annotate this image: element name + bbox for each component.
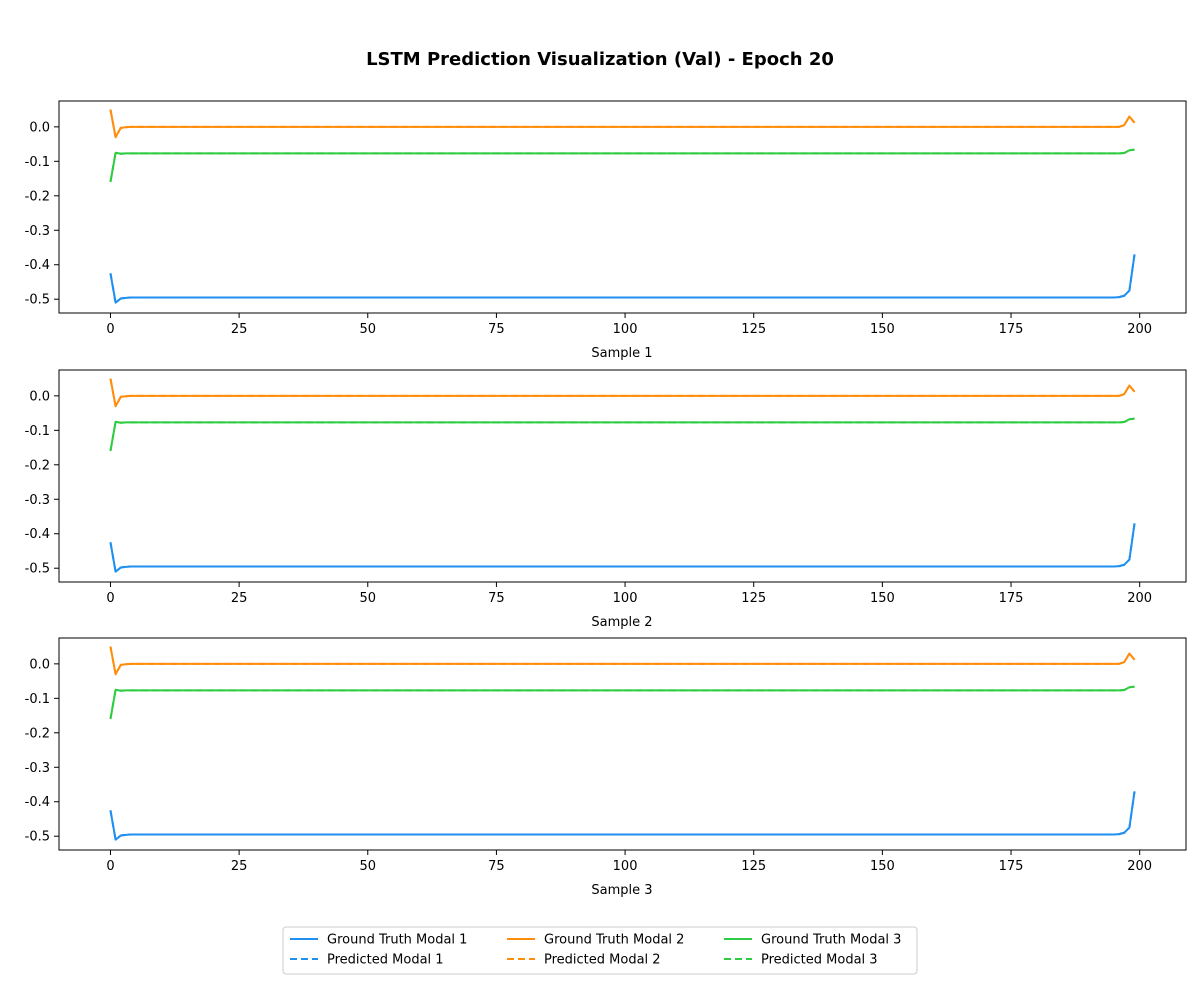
x-tick-label: 150 <box>870 591 895 606</box>
legend-entry: Ground Truth Modal 3 <box>724 933 901 948</box>
x-tick-label: 125 <box>741 859 766 874</box>
x-tick-label: 25 <box>231 591 248 606</box>
series-group <box>109 109 1136 304</box>
legend-entry: Predicted Modal 2 <box>507 953 661 968</box>
subplot-2: 0 25 50 75 100 125 150 175 200 0.0 -0.1 -0.2 -0.3 -0.… <box>25 369 1187 630</box>
x-tick-label: 200 <box>1127 859 1152 874</box>
y-tick-label: 0.0 <box>29 389 50 404</box>
y-tick-label: -0.3 <box>25 224 50 239</box>
y-tick-label: -0.1 <box>25 692 50 707</box>
axes-frame <box>58 100 1187 314</box>
x-tick-label: 200 <box>1127 322 1152 337</box>
x-tick-label: 125 <box>741 591 766 606</box>
legend-box <box>282 926 918 975</box>
legend-entry: Predicted Modal 1 <box>290 953 444 968</box>
y-tick-label: -0.1 <box>25 155 50 170</box>
series-group <box>109 378 1136 573</box>
series-group <box>109 646 1136 841</box>
panels: 0 25 50 75 100 125 150 175 200 0.0 -0.1 -0.2 -0.3 -0.… <box>25 100 1187 898</box>
y-tick-label: 0.0 <box>29 657 50 672</box>
x-tick-label: 150 <box>870 859 895 874</box>
legend-label: Ground Truth Modal 1 <box>327 933 467 948</box>
legend-entry: Ground Truth Modal 1 <box>290 933 467 948</box>
y-tick-label: -0.3 <box>25 493 50 508</box>
y-tick-label: -0.2 <box>25 189 50 204</box>
y-tick-label: -0.4 <box>25 795 50 810</box>
y-tick-label: -0.1 <box>25 424 50 439</box>
series-line-predicted-modal-1 <box>109 254 1136 304</box>
x-tick-label: 25 <box>231 322 248 337</box>
series-line-predicted-modal-1 <box>109 523 1136 573</box>
x-tick-label: 175 <box>999 591 1024 606</box>
y-tick-label: -0.2 <box>25 458 50 473</box>
legend-label: Predicted Modal 2 <box>544 953 661 968</box>
x-tick-label: 100 <box>613 322 638 337</box>
series-line-predicted-modal-2 <box>109 378 1136 408</box>
x-tick-label: 175 <box>999 859 1024 874</box>
x-tick-label: 75 <box>488 859 505 874</box>
y-tick-label: -0.5 <box>25 293 50 308</box>
x-axis-label: Sample 1 <box>591 346 652 361</box>
x-tick-label: 200 <box>1127 591 1152 606</box>
x-tick-label: 0 <box>106 591 114 606</box>
y-tick-label: 0.0 <box>29 120 50 135</box>
x-tick-label: 100 <box>613 859 638 874</box>
x-tick-label: 175 <box>999 322 1024 337</box>
x-tick-label: 50 <box>359 591 376 606</box>
y-tick-label: -0.5 <box>25 830 50 845</box>
legend-label: Ground Truth Modal 3 <box>761 933 901 948</box>
chart-title: LSTM Prediction Visualization (Val) - Ep… <box>366 49 834 70</box>
series-line-predicted-modal-3 <box>109 685 1135 720</box>
y-tick-label: -0.3 <box>25 761 50 776</box>
legend-entry: Predicted Modal 3 <box>724 953 878 968</box>
x-tick-label: 100 <box>613 591 638 606</box>
x-tick-label: 50 <box>359 859 376 874</box>
x-axis-label: Sample 3 <box>591 883 652 898</box>
subplot-3: 0 25 50 75 100 125 150 175 200 0.0 -0.1 -0.2 -0.3 -0.… <box>25 637 1187 898</box>
x-axis-label: Sample 2 <box>591 615 652 630</box>
x-tick-label: 125 <box>741 322 766 337</box>
legend-label: Predicted Modal 1 <box>327 953 444 968</box>
x-tick-label: 75 <box>488 322 505 337</box>
series-line-predicted-modal-1 <box>109 791 1136 841</box>
x-tick-label: 0 <box>106 859 114 874</box>
legend: Ground Truth Modal 1 Predicted Modal 1 Gro… <box>282 926 918 975</box>
series-line-predicted-modal-3 <box>109 417 1135 452</box>
y-tick-label: -0.4 <box>25 527 50 542</box>
x-tick-label: 0 <box>106 322 114 337</box>
y-tick-label: -0.5 <box>25 562 50 577</box>
x-tick-label: 150 <box>870 322 895 337</box>
x-tick-label: 75 <box>488 591 505 606</box>
y-tick-label: -0.2 <box>25 726 50 741</box>
axes-frame <box>58 369 1187 583</box>
series-line-predicted-modal-2 <box>109 646 1136 676</box>
legend-entry: Ground Truth Modal 2 <box>507 933 684 948</box>
subplot-1: 0 25 50 75 100 125 150 175 200 0.0 -0.1 -0.2 -0.3 -0.… <box>25 100 1187 361</box>
series-line-predicted-modal-3 <box>109 148 1135 183</box>
y-tick-label: -0.4 <box>25 258 50 273</box>
x-tick-label: 50 <box>359 322 376 337</box>
series-line-predicted-modal-2 <box>109 109 1136 139</box>
legend-label: Predicted Modal 3 <box>761 953 878 968</box>
x-tick-label: 25 <box>231 859 248 874</box>
axes-frame <box>58 637 1187 851</box>
legend-label: Ground Truth Modal 2 <box>544 933 684 948</box>
